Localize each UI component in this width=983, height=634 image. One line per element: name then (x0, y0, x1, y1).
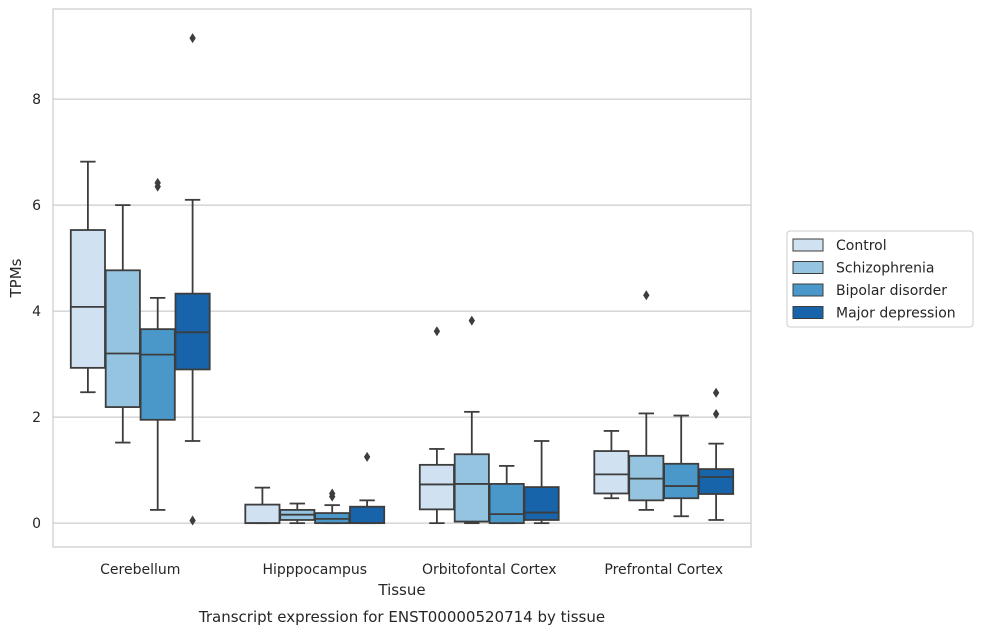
legend-label: Bipolar disorder (836, 283, 947, 299)
iqr-box (453, 453, 490, 523)
box-bipolar-disorder (663, 414, 700, 518)
outlier-point (468, 315, 475, 326)
x-tick-labels: Cerebellum Hipppocampus Orbitofontal Corte… (100, 562, 723, 578)
outlier-point (712, 408, 720, 419)
box-control (418, 326, 455, 525)
iqr-box (593, 450, 630, 495)
outlier-point (329, 488, 336, 499)
legend-swatch (792, 283, 824, 297)
plot-area-frame (52, 8, 752, 548)
legend-frame (786, 230, 974, 328)
legend-items: Control Schizophrenia Bipolar disorder Majo… (792, 238, 956, 322)
box-bipolar-disorder (488, 465, 525, 525)
box-major-depression (349, 451, 386, 525)
legend-swatch (792, 238, 824, 252)
y-tick-label: 6 (32, 198, 41, 214)
y-tick-labels: 0 2 4 6 8 (32, 92, 41, 532)
legend-swatch (792, 261, 824, 274)
box-schizophrenia (628, 290, 665, 511)
iqr-box (523, 486, 560, 521)
x-tick-label: Prefrontal Cortex (604, 562, 723, 578)
outlier-point (712, 387, 720, 398)
iqr-box (663, 462, 700, 500)
box-schizophrenia (453, 315, 490, 525)
y-axis-label: TPMs (7, 258, 25, 298)
outlier-point (189, 515, 196, 526)
outlier-point (189, 33, 196, 44)
outlier-point (363, 451, 371, 462)
box-major-depression (698, 387, 735, 521)
iqr-box (244, 503, 281, 525)
box-major-depression (174, 33, 211, 526)
boxes (69, 33, 735, 526)
x-axis-label: Tissue (377, 581, 425, 599)
y-tick-label: 2 (32, 410, 41, 426)
legend-swatch (792, 306, 824, 319)
legend: Control Schizophrenia Bipolar disorder Majo… (786, 230, 974, 328)
box-schizophrenia (104, 204, 141, 444)
x-tick-label: Hipppocampus (262, 562, 367, 578)
legend-label: Major depression (836, 306, 956, 322)
iqr-box (104, 269, 141, 408)
outlier-point (433, 326, 441, 337)
box-bipolar-disorder (314, 488, 351, 525)
box-schizophrenia (279, 502, 316, 525)
y-tick-label: 0 (32, 516, 41, 532)
chart-caption: Transcript expression for ENST0000052071… (198, 608, 605, 626)
legend-label: Control (836, 238, 887, 254)
iqr-box (69, 229, 106, 369)
x-tick-label: Orbitofontal Cortex (422, 562, 557, 578)
box-bipolar-disorder (139, 177, 176, 511)
y-tick-label: 4 (32, 304, 41, 320)
legend-label: Schizophrenia (836, 261, 934, 277)
iqr-box (418, 463, 455, 511)
iqr-box (698, 468, 735, 495)
box-control (593, 430, 630, 500)
x-tick-label: Cerebellum (100, 562, 180, 578)
outlier-point (643, 290, 650, 301)
box-control (69, 160, 106, 394)
iqr-box (349, 505, 386, 525)
box-control (244, 486, 281, 525)
box-major-depression (523, 440, 560, 525)
outlier-point (154, 177, 161, 188)
iqr-box (139, 328, 176, 421)
iqr-box (488, 483, 525, 525)
y-tick-label: 8 (32, 92, 41, 108)
